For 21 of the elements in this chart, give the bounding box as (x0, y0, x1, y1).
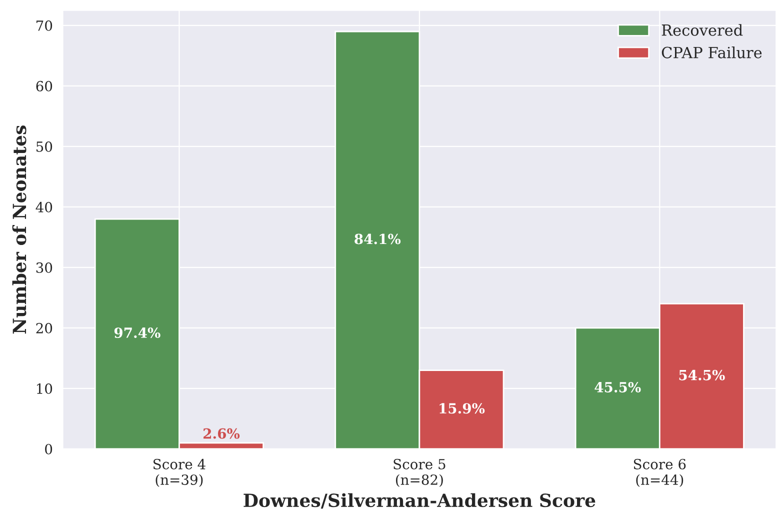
y-tick-label: 60 (36, 80, 52, 92)
x-axis-title: Downes/Silverman-Andersen Score (244, 493, 596, 509)
x-tick-label: Score 5 (n=82) (394, 458, 446, 487)
y-axis-title: Number of Neonates (12, 126, 26, 334)
y-tick-label: 30 (36, 262, 52, 273)
y-tick-label: 40 (36, 202, 52, 212)
y-tick-label: 0 (45, 444, 52, 454)
x-tick-label: Score 4 (n=39) (154, 458, 206, 487)
annotation: 45.5% (594, 382, 641, 392)
y-tick-label: 10 (37, 383, 52, 394)
legend-label: CPAP Failure (662, 46, 762, 58)
x-tick-label: Score 6 (n=44) (634, 458, 686, 487)
y-tick-label: 70 (36, 20, 52, 31)
annotation: 54.5% (679, 370, 725, 380)
annotation: 2.6% (204, 428, 240, 439)
y-tick-label: 20 (36, 322, 52, 334)
annotation: 15.9% (440, 403, 485, 414)
y-tick-label: 50 (36, 141, 52, 152)
annotation: 97.4% (114, 328, 160, 338)
annotation: 84.1% (354, 234, 401, 244)
legend-label: Recovered (662, 24, 743, 36)
